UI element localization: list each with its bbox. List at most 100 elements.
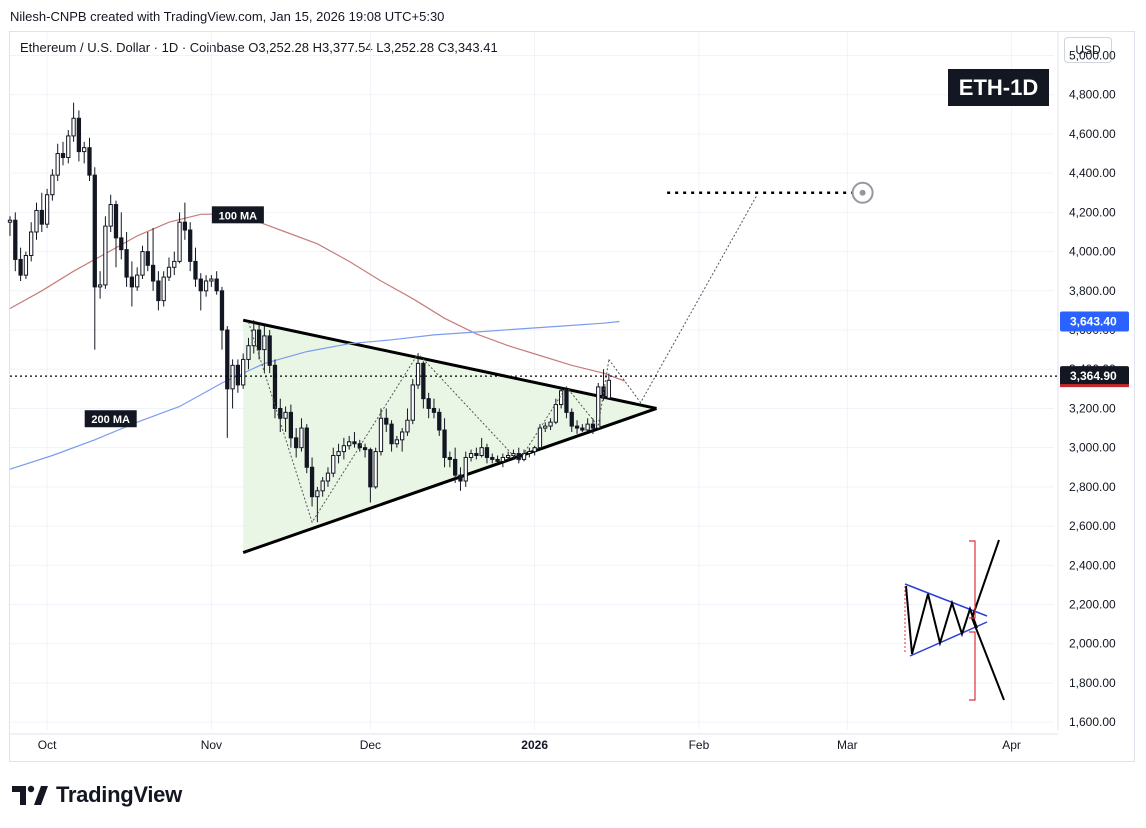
candle: [156, 271, 161, 311]
candle-body-down: [474, 453, 479, 457]
candle: [135, 267, 140, 291]
candle: [325, 467, 331, 487]
candle-body-down: [92, 174, 97, 288]
candle-body-down: [421, 362, 426, 400]
candle-body-down: [580, 427, 585, 431]
candle-body-down: [272, 364, 278, 409]
candle: [198, 273, 203, 311]
candle: [437, 408, 442, 436]
currency-button[interactable]: USD: [1064, 37, 1112, 63]
candle-body-down: [219, 290, 225, 331]
candle-body-down: [458, 474, 463, 482]
candle: [214, 271, 219, 295]
tradingview-brand[interactable]: TradingView: [12, 782, 182, 808]
triangle-fill: [243, 320, 657, 553]
ma-annotation-label: 200 MA: [91, 414, 130, 426]
candle: [256, 322, 262, 360]
price-tick-label: 3,800.00: [1069, 284, 1116, 298]
candle: [548, 418, 553, 431]
candles: [7, 102, 611, 523]
tradingview-logo-icon: [12, 785, 48, 805]
target-marker-dot: [859, 189, 866, 196]
candle: [368, 447, 373, 503]
chart-title: ETH-1D: [959, 75, 1038, 100]
price-tick-label: 2,200.00: [1069, 598, 1116, 612]
candle-body-up: [506, 455, 511, 458]
candle-body-up: [246, 345, 251, 360]
candle: [92, 167, 97, 350]
candle-body-up: [347, 441, 352, 447]
candle-body-down: [304, 427, 309, 468]
ma200-line: [9, 320, 620, 470]
candle: [574, 420, 580, 434]
time-tick-label: 2026: [521, 738, 548, 752]
target-marker: [851, 181, 874, 204]
candle-body-down: [442, 429, 447, 458]
candle: [34, 202, 39, 240]
time-tick-label: Apr: [1002, 738, 1021, 752]
candle: [495, 455, 500, 464]
candle-body-down: [384, 417, 389, 425]
candle: [161, 271, 166, 307]
candle-body-up: [29, 231, 34, 257]
candle-body-down: [569, 411, 574, 427]
candle: [410, 379, 415, 425]
candle: [60, 141, 66, 166]
candle: [543, 422, 548, 432]
candle: [453, 447, 458, 483]
candle-body-down: [198, 278, 203, 292]
candle: [468, 449, 474, 462]
projected-path: [608, 194, 758, 404]
candle: [172, 251, 177, 276]
candle: [177, 212, 182, 264]
candle-body-down: [389, 423, 394, 445]
candle-body-down: [294, 437, 299, 449]
candle-body-down: [145, 251, 150, 266]
candle-body-down: [214, 278, 219, 292]
candle: [415, 353, 421, 389]
candle: [294, 428, 299, 458]
time-tick-label: Mar: [837, 738, 858, 752]
ma-annotation-badge: [211, 206, 264, 224]
candle-body-up: [500, 456, 505, 462]
candle: [145, 231, 150, 272]
candle-body-down: [278, 407, 283, 419]
candle: [373, 447, 378, 489]
candle: [564, 388, 569, 419]
candle-body-down: [193, 260, 198, 280]
candle-body-down: [18, 258, 23, 276]
candle: [246, 337, 251, 370]
current-price-tag-accent: [1060, 384, 1129, 388]
candle: [7, 216, 13, 236]
candle: [527, 447, 532, 458]
candle: [18, 247, 23, 282]
candle: [431, 398, 437, 419]
breakout-schematic: [904, 539, 1005, 701]
candle-body-up: [415, 362, 421, 386]
ma200-price-value: 3,643.40: [1070, 315, 1117, 329]
candle-body-down: [124, 249, 129, 278]
candle-body-down: [431, 407, 437, 413]
candle-body-up: [97, 284, 103, 288]
price-tick-label: 1,800.00: [1069, 676, 1116, 690]
chart-credit: Nilesh-CNPB created with TradingView.com…: [10, 9, 445, 24]
candle: [87, 137, 92, 182]
time-tick-label: Nov: [201, 738, 222, 752]
price-tick-label: 5,000.00: [1069, 49, 1116, 63]
time-tick-label: Oct: [38, 738, 57, 752]
candle-body-down: [516, 453, 521, 460]
candle: [320, 477, 325, 497]
candle: [262, 326, 267, 374]
candle-body-down: [484, 447, 490, 458]
candle: [421, 361, 426, 409]
candle-body-down: [188, 229, 193, 262]
candle-body-down: [156, 280, 161, 302]
candle-body-down: [574, 425, 580, 429]
candle-body-down: [129, 276, 135, 288]
ma-annotation-badge: [84, 410, 137, 428]
candle: [124, 231, 129, 287]
candle: [479, 437, 484, 458]
candle: [203, 275, 209, 297]
candle-body-down: [150, 264, 156, 282]
